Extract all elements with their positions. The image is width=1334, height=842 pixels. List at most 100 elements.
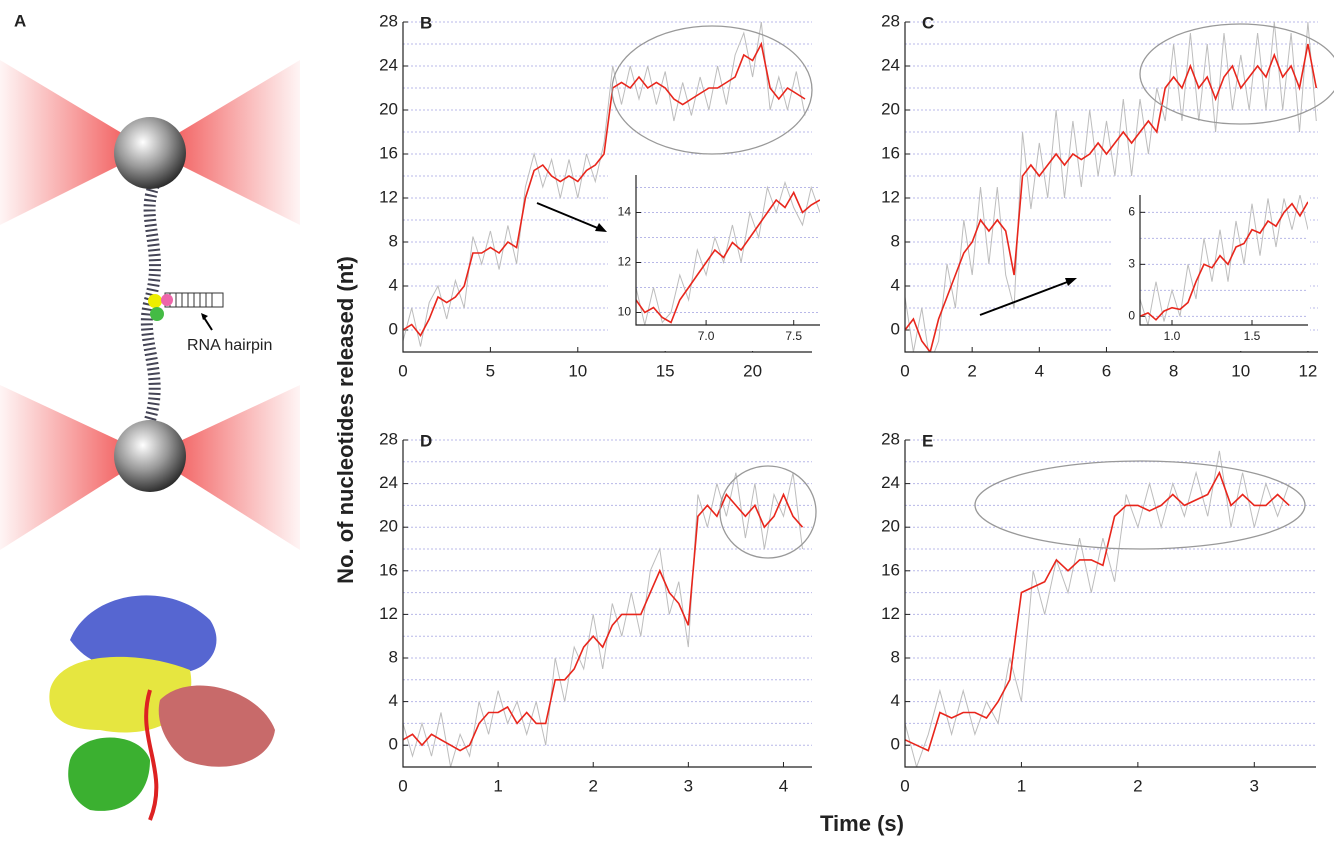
y-tick-label: 8 — [891, 647, 900, 666]
axis — [904, 22, 1318, 353]
y-tick-label: 14 — [618, 205, 632, 219]
axis — [1139, 195, 1308, 326]
x-tick-label: 0 — [900, 361, 909, 380]
y-tick-label: 0 — [891, 735, 900, 754]
y-tick-label: 24 — [881, 55, 900, 74]
y-tick-label: 12 — [881, 604, 900, 623]
filtered-trace — [403, 492, 804, 752]
y-tick-label: 28 — [379, 429, 398, 448]
y-tick-label: 6 — [1128, 205, 1135, 219]
y-tick-label: 20 — [881, 517, 900, 536]
bead — [114, 420, 186, 492]
laser-cone — [0, 60, 150, 225]
zoom-arrow-head — [595, 223, 607, 232]
inset-chart: 10 12 14 7.0 7.5 — [608, 171, 822, 351]
y-tick-label: 4 — [891, 691, 900, 710]
panel-a: A RNA hairpin — [0, 11, 300, 821]
raw-trace — [1140, 195, 1308, 325]
x-tick-label: 10 — [1231, 361, 1250, 380]
y-tick-label: 0 — [389, 319, 398, 338]
y-tick-label: 8 — [389, 231, 398, 250]
x-tick-label: 0 — [398, 776, 407, 795]
y-tick-label: 12 — [881, 187, 900, 206]
x-tick-label: 5 — [486, 361, 495, 380]
zoom-arrow-head — [1065, 278, 1077, 286]
y-tick-label: 24 — [881, 473, 900, 492]
y-tick-label: 20 — [881, 99, 900, 118]
raw-trace — [403, 472, 803, 767]
x-tick-label: 3 — [1250, 776, 1259, 795]
highlight-ellipse — [974, 460, 1306, 550]
x-tick-label: 4 — [779, 776, 788, 795]
y-tick-label: 0 — [891, 319, 900, 338]
y-tick-label: 4 — [389, 691, 398, 710]
y-tick-label: 8 — [389, 647, 398, 666]
laser-cone — [150, 60, 300, 225]
x-tick-label: 15 — [656, 361, 675, 380]
y-tick-label: 12 — [379, 187, 398, 206]
panel-label: D — [420, 431, 432, 450]
y-tick-label: 24 — [379, 473, 398, 492]
annotation: RNA hairpin — [187, 337, 272, 354]
x-tick-label: 7.0 — [698, 329, 715, 343]
x-tick-label: 1.5 — [1244, 329, 1261, 343]
x-tick-label: 2 — [967, 361, 976, 380]
x-tick-label: 7.5 — [785, 329, 802, 343]
x-tick-label: 0 — [398, 361, 407, 380]
panel-label: C — [922, 13, 934, 32]
y-tick-label: 10 — [618, 305, 632, 319]
raw-trace — [905, 450, 1290, 767]
y-axis-title: No. of nucleotides released (nt) — [333, 256, 358, 584]
filtered-trace — [905, 470, 1290, 752]
raw-trace — [403, 22, 806, 347]
zoom-arrow — [979, 280, 1071, 316]
highlight-ellipse — [611, 25, 813, 155]
y-tick-label: 0 — [1128, 309, 1135, 323]
filtered-trace — [905, 43, 1318, 352]
x-tick-label: 20 — [743, 361, 762, 380]
x-tick-label: 1 — [493, 776, 502, 795]
x-tick-label: 6 — [1102, 361, 1111, 380]
panel-label: A — [14, 11, 26, 30]
protein — [148, 294, 162, 308]
x-axis-title: Time (s) — [820, 811, 904, 836]
y-tick-label: 28 — [881, 429, 900, 448]
y-tick-label: 28 — [379, 11, 398, 30]
y-tick-label: 24 — [379, 55, 398, 74]
x-tick-label: 1 — [1017, 776, 1026, 795]
x-tick-label: 3 — [684, 776, 693, 795]
y-tick-label: 20 — [379, 517, 398, 536]
inset-chart: 0 3 6 1.0 1.5 — [1112, 191, 1310, 351]
y-tick-label: 12 — [379, 604, 398, 623]
protein — [161, 294, 173, 306]
axis — [635, 175, 820, 326]
x-tick-label: 8 — [1169, 361, 1178, 380]
inset-background — [1112, 191, 1310, 351]
x-tick-label: 10 — [568, 361, 587, 380]
y-tick-label: 28 — [881, 11, 900, 30]
protein — [150, 307, 164, 321]
y-tick-label: 4 — [389, 275, 398, 294]
filtered-trace — [636, 190, 820, 324]
axis — [402, 22, 812, 353]
highlight-ellipse — [719, 465, 817, 559]
protein-structure — [49, 595, 275, 821]
y-tick-label: 0 — [389, 735, 398, 754]
x-tick-label: 2 — [1133, 776, 1142, 795]
arrow-head — [201, 313, 208, 320]
filtered-trace — [403, 41, 806, 337]
raw-trace — [636, 180, 820, 325]
y-tick-label: 16 — [881, 143, 900, 162]
y-tick-label: 3 — [1128, 257, 1135, 271]
panel-label: E — [922, 431, 933, 450]
y-tick-label: 8 — [891, 231, 900, 250]
y-tick-label: 16 — [379, 560, 398, 579]
y-tick-label: 16 — [881, 560, 900, 579]
zoom-arrow — [536, 202, 601, 230]
x-tick-label: 1.0 — [1164, 329, 1181, 343]
filtered-trace — [1140, 201, 1308, 321]
